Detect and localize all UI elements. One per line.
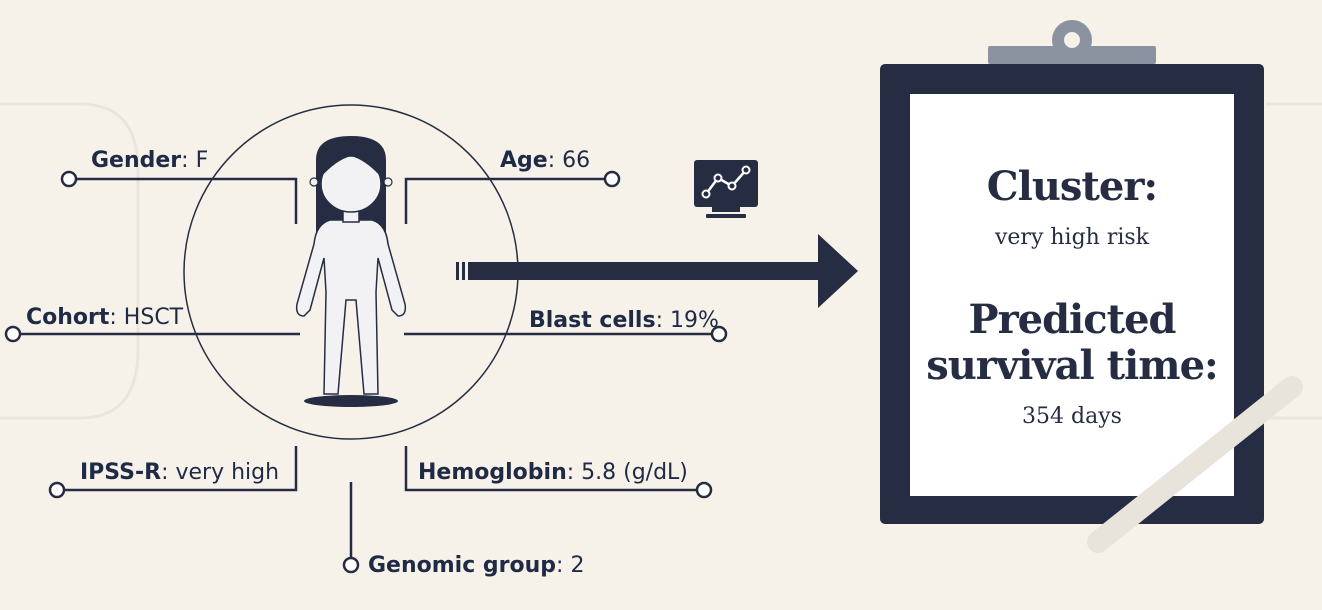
pen-icon (1087, 376, 1303, 553)
cluster-title: Cluster: (986, 163, 1158, 210)
person-icon (295, 136, 407, 407)
arrow-icon (456, 234, 858, 308)
gender-connector (76, 177, 298, 224)
survival-value: 354 days (1022, 404, 1122, 429)
clipboard-icon (880, 20, 1264, 524)
cluster-value: very high risk (994, 225, 1149, 250)
genomic-group-label: Genomic group: 2 (368, 553, 585, 578)
survival-title-line2: survival time: (926, 342, 1219, 389)
background-panel (0, 102, 140, 420)
connector-dots (4, 170, 728, 574)
hemoglobin-label: Hemoglobin: 5.8 (g/dL) (418, 460, 688, 485)
ipss-label: IPSS-R: very high (80, 460, 280, 485)
ipss-connector (64, 446, 298, 492)
connector-lines (20, 177, 712, 558)
survival-title-line1: Predicted (968, 296, 1176, 343)
cohort-label: Cohort: HSCT (26, 305, 184, 330)
age-label: Age: 66 (500, 148, 591, 173)
gender-label: Gender: F (91, 148, 209, 173)
hemoglobin-connector (404, 446, 697, 492)
blast-cells-label: Blast cells: 19% (529, 308, 719, 333)
age-connector (404, 177, 606, 224)
monitor-chart-icon (694, 160, 758, 218)
